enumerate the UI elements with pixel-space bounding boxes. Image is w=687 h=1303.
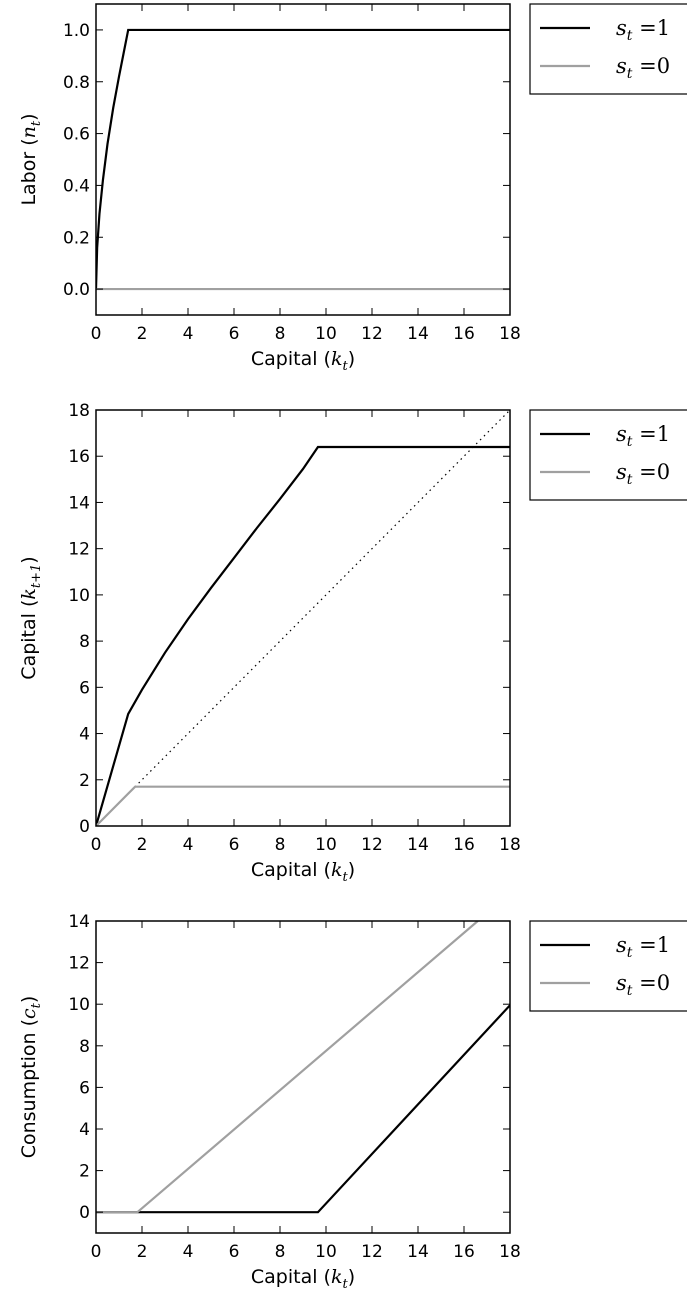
legend-entry: st =0 xyxy=(616,54,670,82)
chart-panel-2: 0 2 4 6 8 10 12 14 16 18 0 2 4 6 8 10 12 14 16 18 Capital (k… xyxy=(18,401,687,885)
series-line-s0 xyxy=(96,785,510,826)
x-tick-label: 0 xyxy=(91,1242,102,1262)
y-tick-label: 10 xyxy=(68,995,90,1015)
legend: st =1 st =0 xyxy=(529,3,687,95)
legend-entry: st =1 xyxy=(616,422,670,450)
x-tick-label: 4 xyxy=(183,1242,194,1262)
x-tick-label: 12 xyxy=(361,835,383,855)
x-tick-label: 10 xyxy=(315,324,337,344)
reference-45-degree-line xyxy=(96,410,510,826)
x-tick-label: 14 xyxy=(407,1242,429,1262)
x-tick-label: 4 xyxy=(183,324,194,344)
y-tick-label: 10 xyxy=(68,586,90,606)
y-tick-label: 0.0 xyxy=(63,280,90,300)
y-tick-label: 16 xyxy=(68,447,90,467)
x-tick-label: 8 xyxy=(275,1242,286,1262)
y-tick-label: 4 xyxy=(79,725,90,745)
y-axis-label: Labor (nt) xyxy=(18,113,44,205)
x-tick-label: 8 xyxy=(275,835,286,855)
x-tick-label: 0 xyxy=(91,835,102,855)
x-tick-label: 12 xyxy=(361,324,383,344)
x-tick-label: 12 xyxy=(361,1242,383,1262)
legend: st =1 st =0 xyxy=(529,920,687,1012)
x-tick-label: 2 xyxy=(137,835,148,855)
y-tick-label: 14 xyxy=(68,493,90,513)
y-tick-label: 2 xyxy=(79,771,90,791)
x-tick-label: 18 xyxy=(499,324,521,344)
x-axis-label: Capital (kt) xyxy=(251,859,355,885)
x-tick-label: 16 xyxy=(453,1242,475,1262)
legend-entry: st =1 xyxy=(616,16,670,44)
x-tick-label: 2 xyxy=(137,1242,148,1262)
x-tick-label: 16 xyxy=(453,835,475,855)
y-tick-label: 12 xyxy=(68,540,90,560)
y-tick-label: 6 xyxy=(79,678,90,698)
y-tick-label: 8 xyxy=(79,1037,90,1057)
series-line-s1 xyxy=(96,28,510,290)
legend-box xyxy=(529,3,687,95)
y-tick-label: 1.0 xyxy=(63,21,90,41)
y-axis-label: Capital (kt+1) xyxy=(18,556,44,679)
y-tick-label: 0 xyxy=(79,1203,90,1223)
x-tick-label: 10 xyxy=(315,1242,337,1262)
y-tick-label: 12 xyxy=(68,954,90,974)
legend-entry: st =1 xyxy=(616,933,670,961)
x-tick-label: 6 xyxy=(229,835,240,855)
y-axis-label: Consumption (ct) xyxy=(18,996,44,1159)
chart-panel-1: 0 2 4 6 8 10 12 14 16 18 0.0 0.2 0.4 0.6 0.8 1.0 Capital… xyxy=(18,3,687,374)
y-tick-label: 8 xyxy=(79,632,90,652)
x-tick-label: 8 xyxy=(275,324,286,344)
x-tick-label: 18 xyxy=(499,1242,521,1262)
series-line-s1 xyxy=(96,445,510,826)
x-axis-label: Capital (kt) xyxy=(251,1266,355,1292)
x-tick-label: 0 xyxy=(91,324,102,344)
x-tick-label: 16 xyxy=(453,324,475,344)
plot-frame xyxy=(95,409,511,827)
y-tick-label: 0 xyxy=(79,817,90,837)
legend-box xyxy=(529,409,687,501)
legend-entry: st =0 xyxy=(616,460,670,488)
x-tick-label: 4 xyxy=(183,835,194,855)
y-tick-label: 0.4 xyxy=(63,176,90,196)
x-tick-label: 18 xyxy=(499,835,521,855)
legend: st =1 st =0 xyxy=(529,409,687,501)
chart-panel-3: 0 2 4 6 8 10 12 14 16 18 0 2 4 6 8 10 12 14 Capital (kt) Co… xyxy=(18,912,687,1292)
legend-entry: st =0 xyxy=(616,971,670,999)
plot-frame xyxy=(95,3,511,316)
x-tick-label: 6 xyxy=(229,324,240,344)
y-tick-label: 6 xyxy=(79,1078,90,1098)
x-tick-label: 10 xyxy=(315,835,337,855)
x-axis-label: Capital (kt) xyxy=(251,348,355,374)
x-tick-label: 14 xyxy=(407,835,429,855)
series-line-s1 xyxy=(96,1004,510,1214)
x-tick-label: 2 xyxy=(137,324,148,344)
y-tick-label: 2 xyxy=(79,1162,90,1182)
series-line-s0 xyxy=(96,921,479,1214)
y-tick-label: 0.8 xyxy=(63,73,90,93)
plot-frame xyxy=(95,920,511,1234)
y-tick-label: 0.6 xyxy=(63,125,90,145)
y-tick-label: 18 xyxy=(68,401,90,421)
y-tick-label: 0.2 xyxy=(63,228,90,248)
y-tick-label: 14 xyxy=(68,912,90,932)
y-tick-label: 4 xyxy=(79,1120,90,1140)
x-tick-label: 6 xyxy=(229,1242,240,1262)
x-tick-label: 14 xyxy=(407,324,429,344)
legend-box xyxy=(529,920,687,1012)
